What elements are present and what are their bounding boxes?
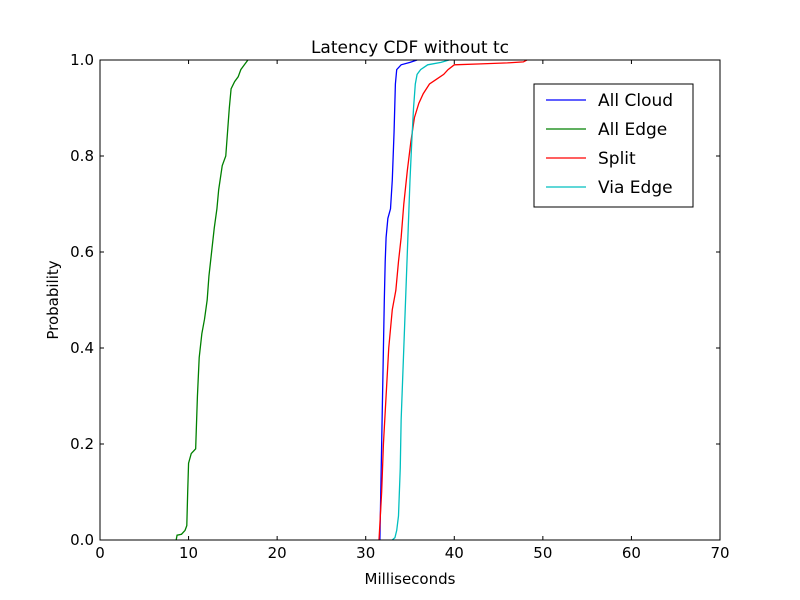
legend: All Cloud All Edge Split Via Edge	[533, 83, 694, 208]
chart-title: Latency CDF without tc	[311, 38, 509, 58]
y-tick-label: 0.4	[70, 339, 94, 357]
legend-entry-label: Via Edge	[598, 178, 673, 198]
axes: 0 10 20 30 40 50 60 70 0.0 0.2 0.4 0.6 0.8 1.0	[70, 51, 729, 562]
x-tick-label: 20	[268, 544, 287, 562]
y-tick-label: 1.0	[70, 51, 94, 69]
plot-area	[175, 59, 528, 541]
y-tick-label: 0.6	[70, 243, 94, 261]
series-line-via-edge	[391, 59, 450, 541]
x-tick-label: 30	[356, 544, 375, 562]
y-axis-label: Probability	[44, 260, 62, 339]
x-axis-label: Milliseconds	[365, 570, 456, 588]
x-tick-label: 50	[533, 544, 552, 562]
series-line-all-cloud	[379, 59, 418, 541]
y-tick-label: 0.8	[70, 147, 94, 165]
x-tick-label: 0	[95, 544, 105, 562]
x-tick-label: 70	[710, 544, 729, 562]
series-line-all-edge	[175, 59, 249, 541]
legend-entry-label: All Edge	[598, 120, 667, 140]
x-tick-label: 40	[445, 544, 464, 562]
plot-frame	[99, 59, 721, 541]
y-tick-label: 0.0	[70, 531, 94, 549]
x-tick-label: 10	[179, 544, 198, 562]
series-line-split	[378, 59, 528, 541]
legend-entry-label: All Cloud	[598, 91, 673, 111]
x-tick-label: 60	[622, 544, 641, 562]
legend-entry-label: Split	[598, 149, 636, 169]
y-tick-label: 0.2	[70, 435, 94, 453]
